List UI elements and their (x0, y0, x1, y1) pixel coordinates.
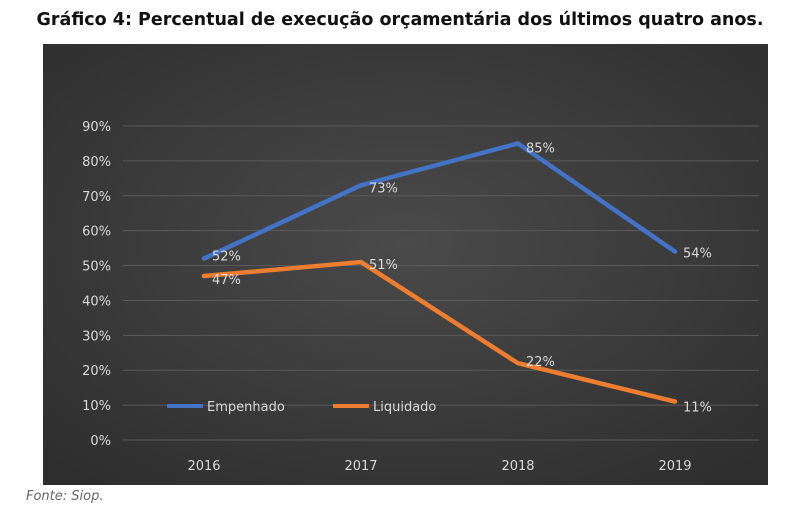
legend-label: Liquidado (373, 400, 436, 415)
series-line-empenhado (201, 141, 678, 261)
y-tick-label: 90% (82, 120, 111, 135)
x-tick-label: 2018 (501, 459, 534, 474)
chart-background (43, 44, 768, 485)
series-line-liquidado (201, 259, 678, 404)
x-tick-label: 2017 (344, 459, 377, 474)
y-tick-label: 20% (82, 364, 111, 379)
source-note: Fonte: Siop. (26, 489, 104, 504)
x-tick-label: 2019 (658, 459, 691, 474)
y-tick-label: 40% (82, 294, 111, 309)
data-label: 11% (683, 401, 712, 416)
data-label: 85% (526, 141, 555, 156)
chart-title: Gráfico 4: Percentual de execução orçame… (36, 10, 764, 30)
data-label: 73% (369, 181, 398, 196)
data-label: 54% (683, 247, 712, 262)
data-label: 47% (212, 273, 241, 288)
line-chart: 0% 10% 20% 30% 40% 50% 60% 70% 80% 90% 2016 2017 201… (43, 44, 768, 485)
data-label: 22% (526, 355, 555, 370)
y-tick-label: 30% (82, 329, 111, 344)
y-tick-label: 80% (82, 155, 111, 170)
y-tick-label: 70% (82, 190, 111, 205)
y-tick-label: 50% (82, 260, 111, 275)
x-tick-label: 2016 (187, 459, 220, 474)
y-tick-label: 0% (90, 434, 111, 449)
y-tick-label: 10% (82, 399, 111, 414)
chart-area: 0% 10% 20% 30% 40% 50% 60% 70% 80% 90% 2016 2017 201… (43, 44, 768, 485)
data-label: 51% (369, 258, 398, 273)
y-tick-label: 60% (82, 225, 111, 240)
legend-label: Empenhado (207, 400, 285, 415)
data-label: 52% (212, 250, 241, 265)
